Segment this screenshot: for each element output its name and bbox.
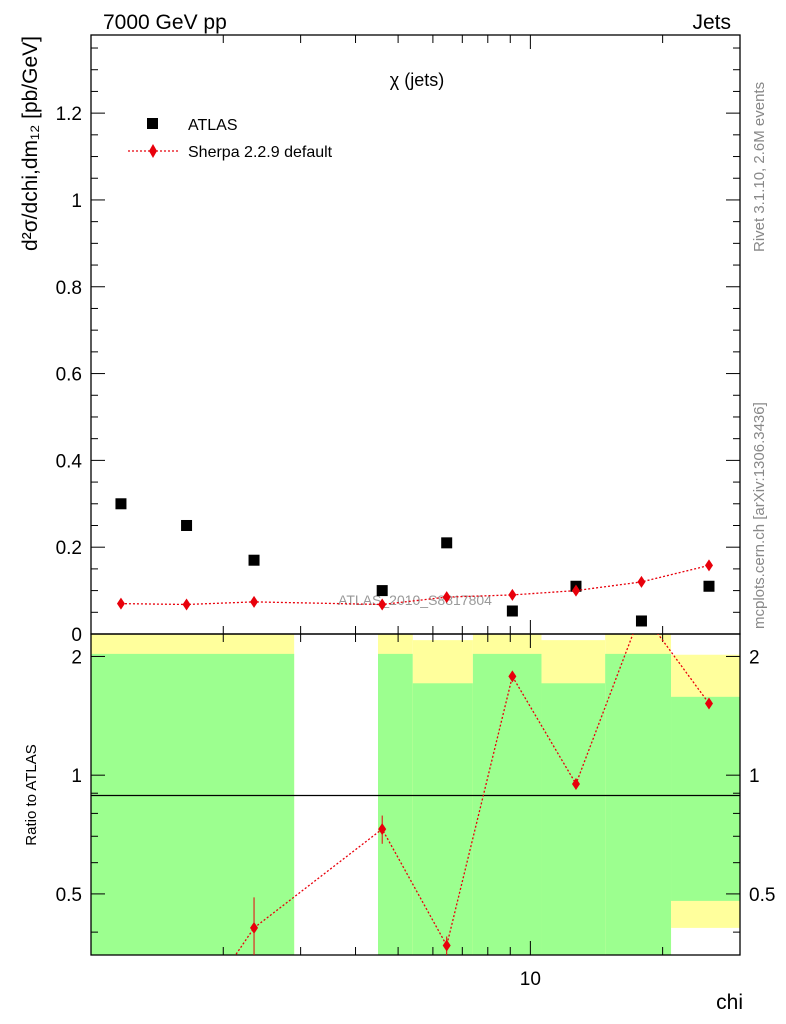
ratio-band-inner xyxy=(91,653,295,955)
mc-point xyxy=(571,584,580,597)
x-axis-label: chi xyxy=(716,991,743,1014)
main-y-ticks: 0.2 0.4 0.6 0.8 1 1.2 0 xyxy=(56,47,740,646)
mc-point xyxy=(508,588,517,601)
legend-mc-marker xyxy=(149,144,157,158)
x-tick-label: 10 xyxy=(520,969,541,990)
ratio-mc-point xyxy=(571,777,580,790)
main-y-axis-label: d²σ/dchi,dm₁₂ [pb/GeV] xyxy=(19,36,42,251)
ratio-data-layer xyxy=(234,634,713,955)
ratio-y-tick-label-right: 2 xyxy=(749,647,760,668)
atlas-point xyxy=(441,537,453,549)
mc-point xyxy=(637,575,646,588)
ratio-band-inner xyxy=(378,653,413,955)
ratio-band-inner xyxy=(472,653,542,955)
ratio-panel-frame xyxy=(90,633,741,956)
ratio-band-inner xyxy=(605,653,672,955)
ratio-band-inner xyxy=(671,696,740,901)
main-y-tick-label: 0.6 xyxy=(56,365,82,386)
main-data-layer xyxy=(115,498,715,627)
ratio-band-inner xyxy=(541,683,606,955)
atlas-point xyxy=(635,615,647,627)
ratio-mc-point xyxy=(378,823,387,836)
ratio-y-tick-label: 2 xyxy=(71,647,82,668)
ratio-y-tick-label: 0.5 xyxy=(56,885,82,906)
mc-point xyxy=(704,559,713,572)
ratio-mc-point xyxy=(508,670,517,683)
ratio-y-ticks: 0.5 0.5 1 1 2 2 10 xyxy=(56,647,776,990)
atlas-point xyxy=(376,585,388,597)
atlas-point xyxy=(181,519,193,531)
ratio-mc-point xyxy=(250,921,259,934)
atlas-point xyxy=(506,605,518,617)
mc-point xyxy=(250,595,259,608)
mc-point xyxy=(182,598,191,611)
mc-point xyxy=(442,591,451,604)
mc-line xyxy=(120,564,710,606)
main-y-tick-label: 1 xyxy=(71,191,82,212)
main-y-tick-label: 0 xyxy=(71,625,82,646)
atlas-point xyxy=(248,554,260,566)
ratio-mc-point xyxy=(442,939,451,952)
legend-mc-label: Sherpa 2.2.9 default xyxy=(188,144,333,161)
mc-point xyxy=(116,597,125,610)
analysis-watermark: ATLAS_2010_S8817804 xyxy=(338,592,492,608)
process-label: Jets xyxy=(692,11,731,34)
mcplots-label: mcplots.cern.ch [arXiv:1306.3436] xyxy=(751,402,768,629)
main-title: χ (jets) xyxy=(390,70,444,90)
ratio-y-tick-label-right: 1 xyxy=(749,766,760,787)
ratio-y-axis-label: Ratio to ATLAS xyxy=(23,744,40,845)
legend-atlas-marker xyxy=(147,118,158,129)
main-y-tick-label: 0.4 xyxy=(56,451,83,472)
main-y-tick-label: 0.8 xyxy=(56,278,82,299)
main-y-tick-label: 0.2 xyxy=(56,538,82,559)
ratio-y-tick-label: 1 xyxy=(71,766,82,787)
ratio-x-ticks xyxy=(90,634,741,955)
ratio-bands xyxy=(91,634,740,955)
ratio-y-tick-label-right: 0.5 xyxy=(749,885,775,906)
atlas-point xyxy=(115,498,127,510)
ratio-mc-point xyxy=(704,697,713,710)
main-x-ticks xyxy=(90,35,741,634)
rivet-label: Rivet 3.1.10, 2.6M events xyxy=(751,82,768,252)
ratio-mc-line xyxy=(234,634,710,955)
legend-atlas-label: ATLAS xyxy=(188,117,238,134)
atlas-point xyxy=(703,580,715,592)
mc-point xyxy=(378,598,387,611)
ratio-band-inner xyxy=(412,683,473,955)
main-y-tick-label: 1.2 xyxy=(56,104,82,125)
energy-label: 7000 GeV pp xyxy=(103,11,227,34)
